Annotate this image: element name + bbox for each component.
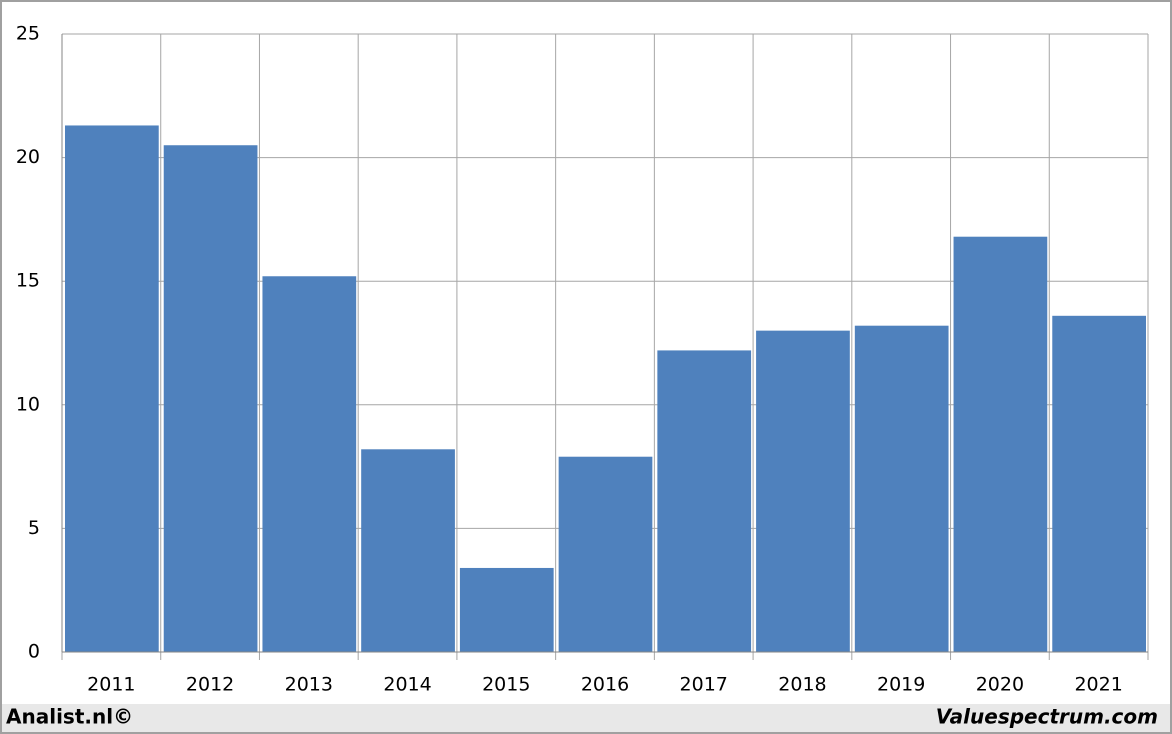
x-tick-label: 2012: [186, 674, 234, 696]
x-tick-label: 2016: [581, 674, 629, 696]
y-tick-label: 0: [28, 641, 40, 663]
bar: [262, 276, 357, 652]
y-tick-label: 10: [16, 393, 40, 415]
bar: [361, 449, 455, 652]
bar: [65, 125, 159, 653]
bar: [1052, 315, 1146, 652]
bar: [558, 456, 653, 652]
y-tick-label: 5: [28, 517, 40, 539]
x-tick-label: 2017: [680, 674, 728, 696]
footer-band: [2, 704, 1170, 732]
x-tick-label: 2011: [87, 674, 135, 696]
footer-left: Analist.nl©: [6, 705, 133, 729]
bar: [657, 350, 752, 652]
x-tick-label: 2019: [877, 674, 925, 696]
x-tick-label: 2015: [482, 674, 530, 696]
x-tick-label: 2013: [285, 674, 333, 696]
x-tick-label: 2014: [383, 674, 431, 696]
x-tick-label: 2020: [976, 674, 1024, 696]
y-tick-label: 15: [16, 270, 40, 292]
y-tick-label: 20: [16, 146, 40, 168]
bar: [163, 145, 258, 653]
bar: [953, 236, 1048, 653]
x-tick-label: 2018: [778, 674, 826, 696]
bar: [459, 567, 554, 652]
y-tick-label: 25: [16, 23, 40, 45]
x-tick-label: 2021: [1074, 674, 1122, 696]
bar: [854, 325, 949, 652]
footer-right: Valuespectrum.com: [936, 705, 1158, 729]
bar: [756, 330, 850, 652]
